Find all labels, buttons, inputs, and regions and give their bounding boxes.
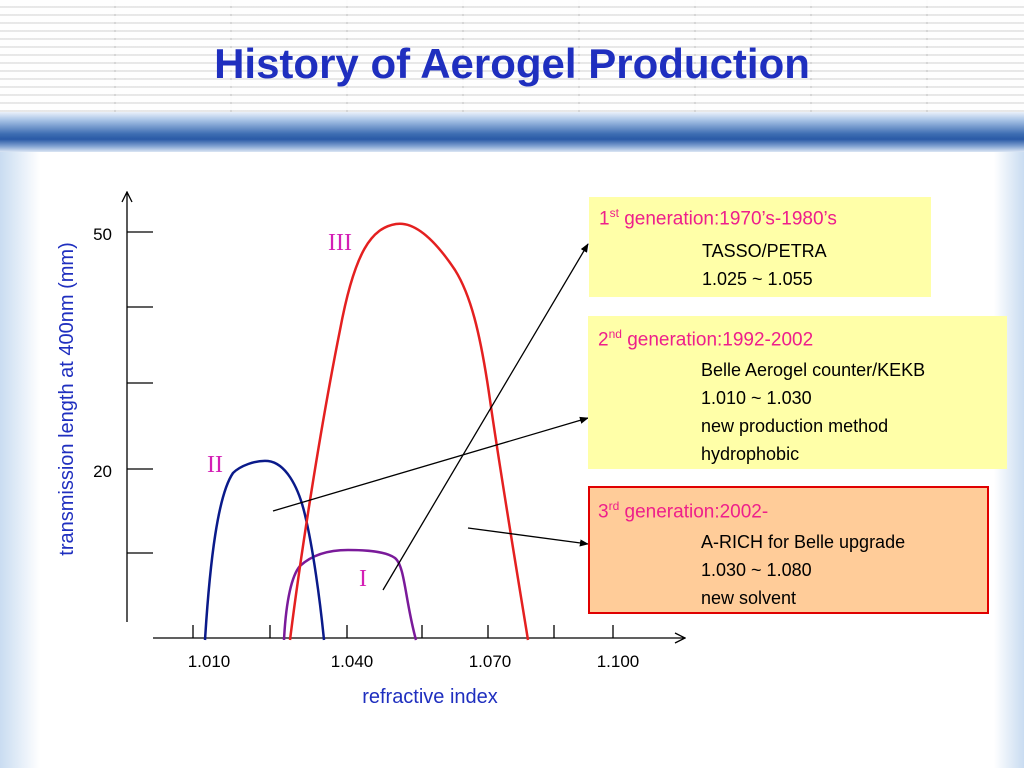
x-tick-label-1040: 1.040 (331, 652, 374, 671)
background-gradient-left (0, 150, 40, 768)
x-tick-label-1010: 1.010 (188, 652, 231, 671)
generation-2-ordinal: nd (608, 327, 622, 341)
generation-3-number: 3 (598, 501, 609, 523)
generation-1-detail: TASSO/PETRA (702, 241, 827, 261)
generation-1-detail: 1.025 ~ 1.055 (702, 269, 813, 289)
generation-1-heading: 1st generation:1970’s-1980’s (599, 206, 837, 230)
generation-3-detail: new solvent (701, 588, 797, 608)
generation-3-label: generation:2002- (619, 501, 769, 523)
arrow-to-generation-2 (272, 416, 589, 512)
generation-2-detail: hydrophobic (701, 444, 800, 464)
x-tick-label-1070: 1.070 (469, 652, 512, 671)
header-band (0, 112, 1024, 152)
x-tick-marks (192, 625, 614, 638)
header-background (0, 0, 1024, 112)
x-tick-label-1100: 1.100 (597, 652, 640, 671)
curve-label-ii: II (207, 452, 223, 478)
generation-3-box: 3rd generation:2002- A-RICH for Belle up… (588, 486, 989, 614)
y-axis-label: transmission length at 400nm (mm) (56, 242, 78, 555)
curve-label-iii: III (328, 230, 352, 256)
generation-1-number: 1 (599, 208, 610, 230)
curve-generation-1 (282, 548, 418, 641)
generation-1-ordinal: st (609, 206, 619, 220)
generation-1-box: 1st generation:1970’s-1980’s TASSO/PETRA… (589, 197, 931, 297)
generation-3-detail: 1.030 ~ 1.080 (701, 560, 812, 580)
arrow-to-generation-3 (467, 527, 589, 547)
generation-3-detail: A-RICH for Belle upgrade (701, 532, 906, 552)
arrow-to-generation-1 (382, 243, 589, 591)
generation-1-label: generation:1970’s-1980’s (618, 208, 837, 230)
generation-2-heading: 2nd generation:1992-2002 (598, 327, 813, 351)
slide-title: History of Aerogel Production (214, 40, 810, 87)
generation-2-detail: Belle Aerogel counter/KEKB (701, 360, 926, 380)
curve-generation-2 (203, 459, 326, 641)
curve-label-i: I (359, 566, 367, 592)
x-axis-label: refractive index (362, 686, 498, 708)
generation-2-detail: 1.010 ~ 1.030 (701, 388, 812, 408)
generation-2-number: 2 (598, 329, 609, 351)
y-tick-label-50: 50 (93, 225, 112, 244)
generation-3-ordinal: rd (608, 499, 620, 513)
y-tick-marks (127, 231, 153, 554)
curve-generation-3 (288, 222, 530, 641)
y-tick-label-20: 20 (93, 462, 112, 481)
generation-3-heading: 3rd generation:2002- (598, 499, 768, 523)
generation-2-box: 2nd generation:1992-2002 Belle Aerogel c… (588, 316, 1007, 469)
generation-2-detail: new production method (701, 416, 889, 436)
generation-2-label: generation:1992-2002 (621, 329, 814, 351)
